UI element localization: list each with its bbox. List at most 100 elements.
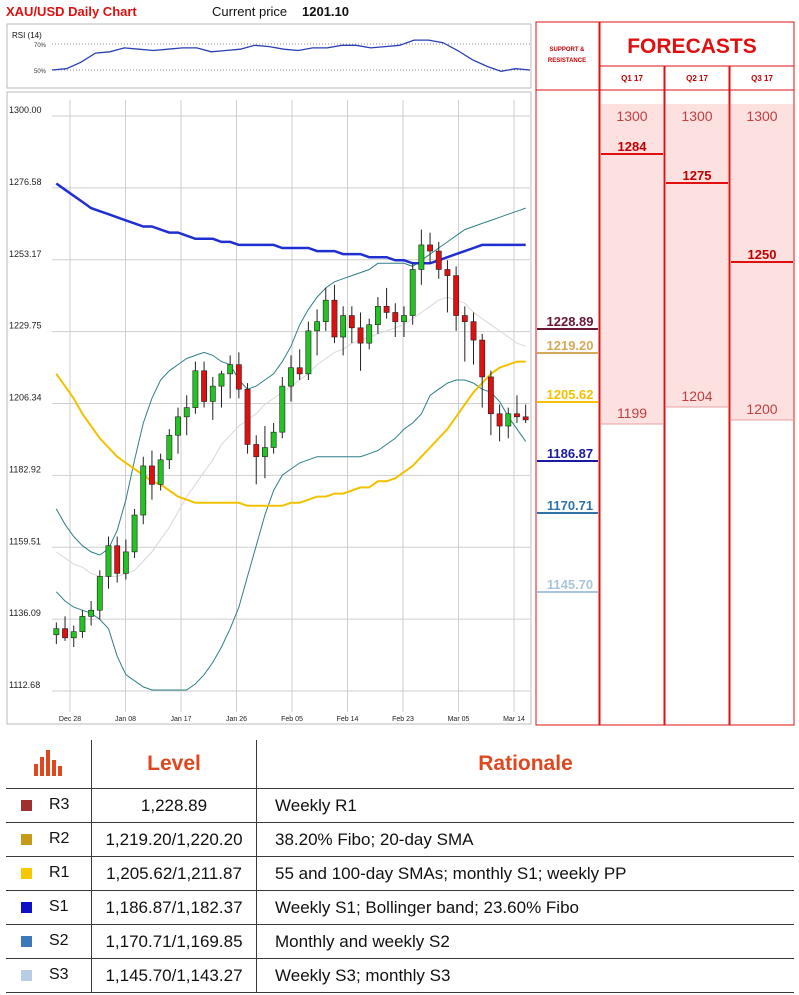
- candle: [331, 284, 338, 344]
- candle: [479, 333, 486, 408]
- overlay-line-sma200: [55, 182, 526, 265]
- candle: [383, 287, 390, 319]
- y-axis-labels: 1300.00 1276.58 1253.17 1229.75 1206.34 1182.…: [9, 105, 42, 690]
- candle: [235, 352, 242, 399]
- forecast-column: Q3 17 1300 1250 1200: [729, 65, 795, 726]
- sr-level: 1228.89: [537, 314, 598, 330]
- candle-body: [322, 299, 329, 322]
- candlesticks: [53, 229, 529, 648]
- candle: [262, 426, 268, 479]
- candle: [157, 453, 164, 491]
- overlay-line-bb_upper: [55, 207, 526, 556]
- level-value: 1,228.89: [91, 788, 257, 823]
- level-color-swatch: [21, 867, 32, 879]
- candle-body: [427, 244, 433, 252]
- header-icon-cell: [6, 740, 92, 789]
- current-price-value: 1201.10: [302, 4, 349, 19]
- level-rationale: Weekly S1; Bollinger band; 23.60% Fibo: [256, 890, 794, 925]
- level-color-swatch: [21, 901, 32, 913]
- sr-level-label: 1186.87: [547, 446, 593, 461]
- levels-table-body: R3 1,228.89 Weekly R1 R2 1,219.20/1,220.20 38…: [6, 788, 794, 993]
- rsi-tick-50: 50%: [34, 69, 47, 75]
- candle-body: [262, 447, 268, 458]
- level-name-cell: R1: [6, 856, 92, 891]
- candle-body: [62, 628, 68, 639]
- candle: [505, 407, 512, 439]
- candle: [140, 456, 147, 525]
- level-value: 1,219.20/1,220.20: [91, 822, 257, 857]
- candle-body: [279, 385, 286, 433]
- candle-body: [79, 616, 86, 632]
- x-tick-label: Mar 05: [448, 716, 470, 723]
- forecast-title-cell: [599, 21, 795, 67]
- bar-chart-icon: [33, 750, 62, 776]
- sr-level: 1145.70: [537, 577, 598, 593]
- candle-body: [209, 385, 216, 402]
- candle: [305, 321, 312, 380]
- candle-body: [70, 631, 77, 639]
- candle-body: [479, 339, 486, 378]
- level-name: R3: [49, 796, 70, 814]
- candle-body: [505, 413, 512, 427]
- candle: [487, 370, 494, 436]
- level-name: S2: [49, 932, 69, 950]
- sr-level-label: 1228.89: [547, 314, 594, 329]
- candle: [375, 297, 381, 334]
- y-tick-label: 1276.58: [9, 177, 42, 187]
- x-tick-label: Mar 14: [503, 716, 525, 723]
- y-tick-label: 1206.34: [9, 393, 42, 403]
- level-value: 1,186.87/1,182.37: [91, 890, 257, 925]
- x-axis-labels: Dec 28 Jan 08 Jan 17 Jan 26 Feb 05 Feb 14 Feb …: [59, 716, 525, 723]
- candle-body: [514, 413, 520, 418]
- candle-body: [88, 609, 95, 617]
- level-row: R1 1,205.62/1,211.87 55 and 100-day SMAs; …: [6, 856, 794, 891]
- candle: [444, 260, 451, 313]
- candle: [401, 306, 407, 338]
- levels-table: Level Rationale R3 1,228.89 Weekly R1 R2 1,2…: [6, 740, 794, 993]
- x-tick-label: Jan 08: [115, 716, 136, 723]
- forecast-mid-label: 1275: [683, 168, 712, 183]
- level-color-swatch: [21, 799, 32, 811]
- candle: [244, 383, 251, 454]
- candle-body: [496, 413, 503, 427]
- candle: [70, 625, 77, 648]
- level-value: 1,170.71/1,169.85: [91, 924, 257, 959]
- level-rationale: Weekly R1: [256, 788, 794, 823]
- candle: [409, 263, 416, 325]
- sr-level: 1205.62: [537, 387, 598, 403]
- candle: [122, 539, 129, 580]
- candle-body: [183, 407, 190, 418]
- candle-body: [157, 459, 164, 485]
- candle-body: [401, 315, 407, 322]
- candle: [88, 600, 95, 626]
- levels-table-header: Level Rationale: [6, 740, 794, 789]
- header-level: Level: [91, 740, 257, 789]
- x-tick-label: Feb 14: [337, 716, 359, 723]
- candle: [392, 303, 399, 338]
- candle-body: [340, 315, 347, 338]
- candle: [79, 610, 86, 638]
- forecast-quarter-label: Q2 17: [686, 74, 708, 83]
- overlay-line-bb_lower: [55, 379, 527, 691]
- y-tick-label: 1229.75: [9, 321, 42, 331]
- candle: [201, 361, 207, 408]
- x-tick-label: Feb 23: [392, 716, 414, 723]
- candle: [366, 318, 373, 350]
- candle: [53, 622, 60, 644]
- chart-canvas: XAU/USD Daily Chart Current price 1201.1…: [6, 4, 795, 726]
- candle-body: [453, 275, 460, 316]
- y-tick-label: 1253.17: [9, 249, 42, 259]
- x-tick-label: Jan 26: [226, 716, 247, 723]
- candle-body: [192, 370, 199, 408]
- current-price-label: Current price: [212, 4, 287, 19]
- candle-body: [296, 367, 303, 375]
- candle-body: [435, 250, 442, 270]
- sr-level-label: 1219.20: [547, 338, 594, 353]
- rsi-panel: [6, 23, 532, 89]
- candle-body: [235, 364, 242, 390]
- level-name-cell: R2: [6, 822, 92, 857]
- forecast-quarter-label: Q1 17: [621, 74, 643, 83]
- candle-body: [470, 321, 477, 341]
- forecast-quarter-cell: [664, 65, 730, 91]
- level-rationale: 55 and 100-day SMAs; monthly S1; weekly …: [256, 856, 794, 891]
